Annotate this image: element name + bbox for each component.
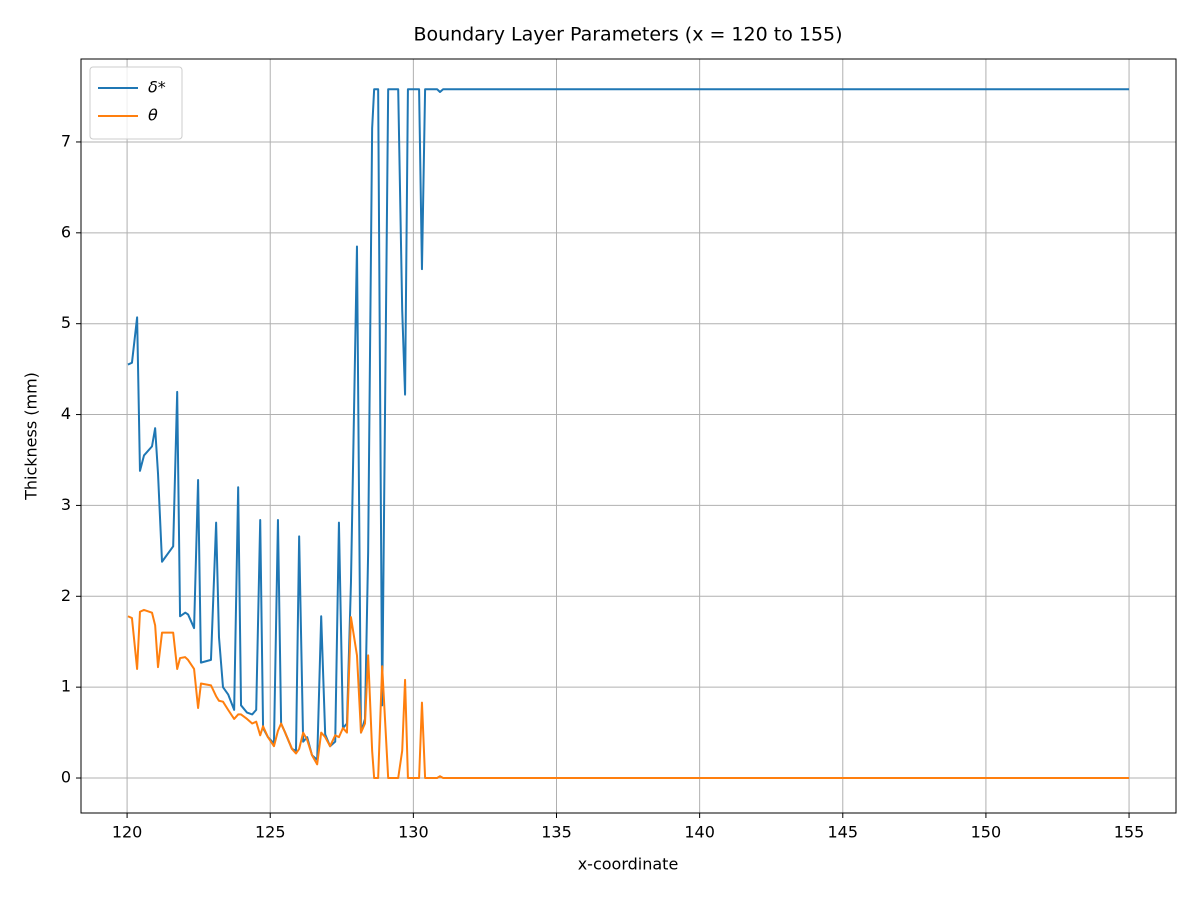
x-tick-label: 135: [541, 823, 572, 842]
y-tick-label: 0: [61, 768, 71, 787]
x-tick-label: 140: [684, 823, 715, 842]
data-line: [127, 608, 1130, 780]
plot-frame: [80, 58, 1177, 814]
x-tick-label: 150: [971, 823, 1002, 842]
x-tick-label: 130: [398, 823, 429, 842]
chart-title: Boundary Layer Parameters (x = 120 to 15…: [413, 24, 842, 46]
x-tick-label: 145: [828, 823, 859, 842]
y-tick-label: 1: [61, 677, 71, 696]
y-tick-label: 7: [61, 131, 71, 150]
x-axis-label: x-coordinate: [578, 855, 679, 874]
legend-label: δ*: [148, 78, 166, 97]
y-tick-label: 3: [61, 495, 71, 514]
y-tick-label: 4: [61, 404, 71, 423]
y-tick-label: 5: [61, 313, 71, 332]
legend-box: [89, 66, 183, 140]
y-axis-label: Thickness (mm): [22, 372, 41, 501]
x-tick-label: 125: [255, 823, 286, 842]
legend-label: θ: [148, 106, 158, 125]
x-tick-label: 155: [1114, 823, 1145, 842]
y-tick-label: 6: [61, 222, 71, 241]
x-tick-label: 120: [112, 823, 143, 842]
y-tick-label: 2: [61, 586, 71, 605]
